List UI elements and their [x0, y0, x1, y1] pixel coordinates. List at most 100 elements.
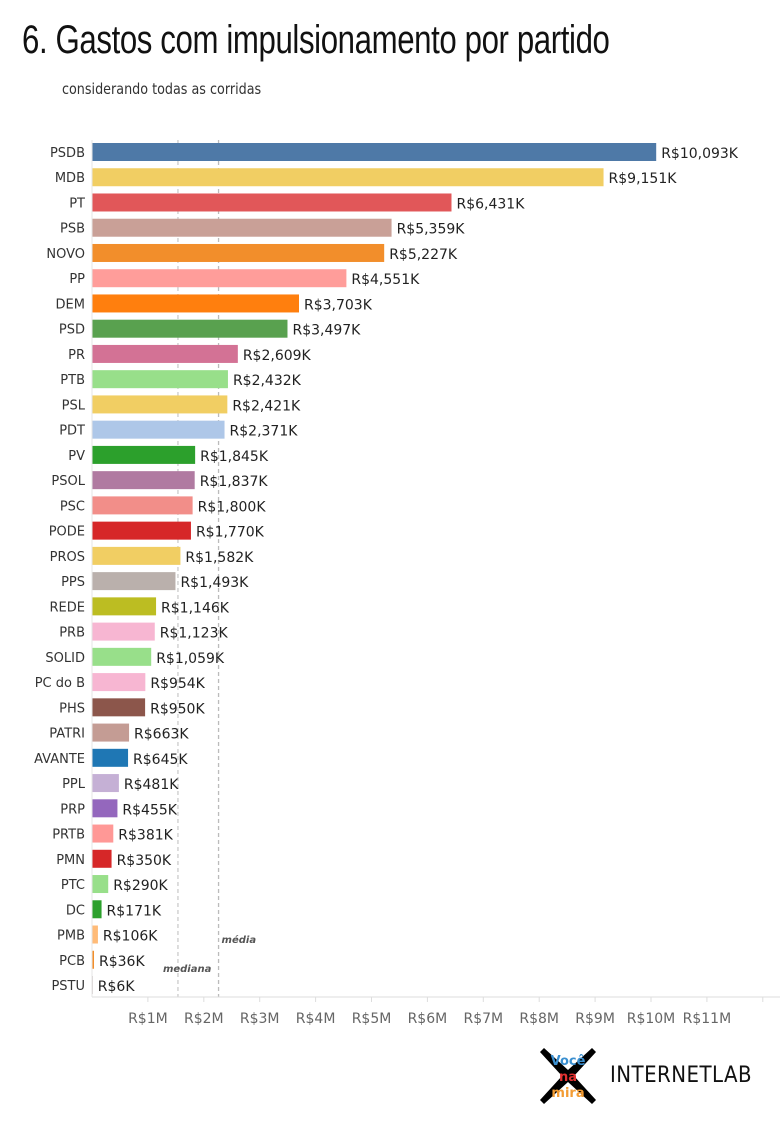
bar — [92, 445, 196, 464]
x-tick-label: R$2M — [184, 1011, 224, 1027]
category-label: PPL — [62, 777, 86, 792]
data-label: R$1,837K — [200, 474, 269, 490]
data-label: R$481K — [124, 777, 179, 793]
category-label: PRTB — [52, 828, 85, 843]
bar — [92, 168, 604, 187]
bar — [92, 799, 118, 818]
data-label: R$6,431K — [456, 196, 525, 212]
category-label: PP — [69, 272, 85, 287]
data-label: R$663K — [134, 727, 189, 743]
data-label: R$2,432K — [233, 373, 302, 389]
data-label: R$1,582K — [185, 550, 254, 566]
bar — [92, 900, 102, 919]
svg-text:na: na — [559, 1070, 577, 1085]
category-label: PSOL — [51, 474, 85, 489]
category-label: PSC — [60, 499, 85, 514]
x-tick-label: R$9M — [575, 1011, 615, 1027]
data-label: R$5,227K — [389, 247, 458, 263]
bar — [92, 698, 146, 717]
data-label: R$1,123K — [160, 626, 229, 642]
category-label: PCB — [59, 954, 85, 969]
bar — [92, 546, 181, 565]
data-label: R$954K — [150, 676, 205, 692]
category-label: AVANTE — [34, 752, 85, 767]
data-label: R$645K — [133, 752, 188, 768]
category-label: PSTU — [51, 979, 85, 994]
chart-title: 6. Gastos com impulsionamento por partid… — [22, 18, 610, 62]
bar — [92, 370, 228, 389]
x-tick-label: R$3M — [240, 1011, 280, 1027]
data-label: R$4,551K — [351, 272, 420, 288]
bar — [92, 673, 146, 692]
data-label: R$950K — [150, 701, 205, 717]
bar — [92, 647, 152, 666]
data-label: R$2,371K — [230, 424, 299, 440]
category-label: PTB — [60, 373, 85, 388]
bar — [92, 420, 225, 439]
category-label: PSDB — [50, 146, 85, 161]
data-label: R$350K — [117, 853, 172, 869]
bar — [92, 218, 392, 237]
bar — [92, 723, 130, 742]
data-label: R$6K — [98, 979, 136, 995]
data-label: R$455K — [122, 802, 177, 818]
category-label: PSB — [60, 222, 85, 237]
bar — [92, 143, 657, 161]
category-label: PROS — [50, 550, 85, 565]
category-label: PODE — [49, 525, 85, 540]
x-tick-label: R$5M — [352, 1011, 392, 1027]
x-tick-label: R$11M — [683, 1011, 732, 1027]
category-label: PSD — [59, 323, 85, 338]
bar — [92, 572, 176, 591]
data-label: R$36K — [99, 954, 145, 970]
bar — [92, 269, 347, 288]
bar-chart: mediana média PSDB R$10,093K MDB R$9,151K PT R$… — [34, 140, 780, 1027]
category-label: DC — [66, 903, 85, 918]
data-label: R$381K — [118, 828, 173, 844]
voce-na-mira-logo: Você na mira — [540, 1048, 596, 1104]
x-tick-label: R$4M — [296, 1011, 336, 1027]
bar — [92, 471, 195, 490]
category-label: PMB — [57, 929, 85, 944]
data-label: R$106K — [103, 929, 158, 945]
category-label: PTC — [61, 878, 85, 893]
data-label: R$2,609K — [243, 348, 312, 364]
bar — [92, 294, 299, 313]
bar — [92, 597, 157, 616]
category-label: PMN — [56, 853, 85, 868]
category-label: MDB — [55, 171, 85, 186]
bar — [92, 950, 95, 969]
category-label: SOLID — [45, 651, 85, 666]
bar — [92, 849, 112, 868]
data-label: R$290K — [113, 878, 168, 894]
data-label: R$5,359K — [397, 222, 466, 238]
data-label: R$171K — [107, 903, 162, 919]
category-label: PRB — [59, 626, 85, 641]
bar — [92, 925, 98, 944]
bar — [92, 748, 129, 767]
data-label: R$2,421K — [232, 398, 301, 414]
x-tick-label: R$6M — [408, 1011, 448, 1027]
bar — [92, 319, 288, 338]
category-label: PHS — [59, 701, 85, 716]
category-label: PR — [68, 348, 85, 363]
category-label: PSL — [62, 398, 86, 413]
category-label: PC do B — [35, 676, 85, 691]
data-label: R$10,093K — [661, 146, 739, 162]
bar — [92, 344, 238, 363]
category-label: NOVO — [46, 247, 85, 262]
category-label: PPS — [61, 575, 85, 590]
bar — [92, 395, 228, 414]
category-label: PDT — [59, 424, 85, 439]
category-label: PRP — [60, 802, 85, 817]
x-tick-label: R$7M — [463, 1011, 503, 1027]
bar — [92, 774, 119, 793]
category-label: REDE — [50, 600, 85, 615]
x-tick-label: R$10M — [627, 1011, 676, 1027]
data-label: R$1,146K — [161, 600, 230, 616]
bar — [92, 496, 193, 515]
data-label: R$1,493K — [180, 575, 249, 591]
category-label: PATRI — [49, 727, 85, 742]
reference-label: média — [222, 934, 257, 946]
bar — [92, 193, 452, 212]
